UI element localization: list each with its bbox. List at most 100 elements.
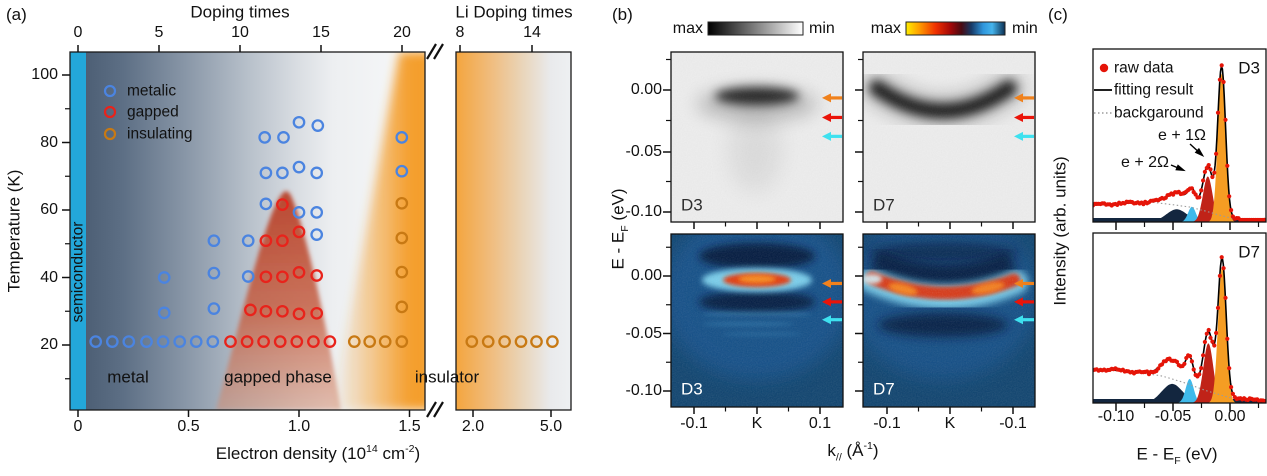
data-point-metalic	[140, 335, 153, 348]
c-legend-fitting-result: fitting result	[1114, 81, 1194, 99]
data-point-metalic	[276, 166, 289, 180]
data-point-metalic	[292, 160, 306, 174]
a-x-tick-label: 1.0	[287, 418, 311, 435]
data-point-insulating	[465, 335, 479, 348]
c-raw-data-D3	[1093, 63, 1266, 222]
b-y-tick-label: -0.05	[625, 324, 662, 342]
c-component-main-peak	[1093, 73, 1266, 222]
a-region-insulator: insulator	[414, 367, 480, 387]
band-marker-arrow	[1014, 131, 1023, 141]
c-raw-data-D7	[1093, 255, 1266, 403]
band-marker-arrow	[822, 93, 831, 103]
c-x-tick-label: -0.05	[1154, 408, 1192, 425]
b-colorbar-gray-min: min	[809, 20, 835, 37]
label-segment: (Å	[841, 440, 864, 460]
b-colorbar-gray-max: max	[672, 20, 703, 37]
data-point-metalic	[258, 131, 272, 144]
data-point-gapped	[310, 306, 324, 320]
label-segment: -2	[405, 443, 415, 456]
b-image-d7-top	[863, 52, 1035, 222]
data-point-metalic	[310, 206, 324, 219]
c-x-tick-label: 0.00	[1214, 408, 1246, 425]
a-semiconductor-bar	[70, 52, 86, 410]
a-region-metal: metal	[107, 367, 149, 387]
data-point-insulating	[395, 300, 409, 314]
data-point-metalic	[277, 131, 290, 144]
data-point-metalic	[207, 266, 221, 280]
label-segment: F	[618, 225, 631, 232]
band-marker-arrow	[822, 297, 831, 307]
band-marker-arrow	[822, 112, 831, 122]
label-segment: k	[827, 440, 836, 460]
c-annotation-e1omega: e + 1Ω	[1158, 127, 1206, 144]
data-point-gapped	[310, 269, 324, 282]
data-point-insulating	[530, 335, 543, 348]
band-marker-arrow	[1014, 93, 1023, 103]
a-y-tick-label: 100	[31, 66, 58, 83]
data-point-metalic	[241, 270, 255, 283]
label-segment: E - E	[608, 231, 628, 270]
b-colorbar-jet-max: max	[870, 20, 901, 37]
a-points-gapped	[224, 198, 337, 348]
c-legend-raw-data: raw data	[1114, 59, 1174, 77]
data-point-metalic	[395, 164, 409, 178]
data-point-insulating	[347, 335, 361, 348]
a-top-tick-label: 15	[312, 24, 330, 41]
data-point-metalic	[310, 228, 324, 241]
label-segment: 14	[366, 443, 378, 456]
a-top-tick-label: 10	[231, 24, 249, 41]
data-point-metalic	[207, 302, 221, 315]
data-point-gapped	[292, 225, 306, 239]
a-y-tick-label: 80	[40, 133, 58, 151]
data-point-gapped	[276, 304, 289, 318]
a-region-gapped-phase: gapped phase	[224, 367, 332, 387]
data-point-metalic	[241, 234, 255, 248]
a-points-metalic	[89, 115, 409, 348]
a-top-tick-label: 20	[393, 24, 411, 41]
b-x-axis-title: k// (Å-1)	[827, 441, 878, 463]
b-image-label-d7-top: D7	[873, 195, 895, 215]
data-point-gapped	[273, 335, 287, 348]
a-y-tick-label: 20	[40, 336, 58, 353]
b-image-label-d3-bottom: D3	[681, 379, 703, 399]
data-point-gapped	[257, 335, 270, 348]
data-point-insulating	[395, 335, 409, 348]
data-point-gapped	[276, 234, 289, 248]
data-point-gapped	[259, 270, 273, 284]
data-point-insulating	[546, 335, 559, 348]
b-y-tick-label: 0.00	[630, 81, 662, 98]
a-li-top-tick-label: 14	[523, 24, 541, 41]
a-points-insulating-li	[465, 335, 559, 348]
data-point-metalic	[189, 335, 203, 348]
b-d7-x-tick-label: -0.1	[873, 415, 901, 432]
b-d3-x-tick-label: K	[751, 415, 763, 432]
a-y-axis-title: Temperature (K)	[4, 169, 24, 293]
data-point-metalic	[395, 131, 409, 144]
b-y-tick-label: -0.10	[625, 382, 662, 399]
data-point-gapped	[292, 266, 306, 279]
c-legend-dot-symbol	[1099, 63, 1109, 73]
data-point-metalic	[157, 306, 171, 320]
label-segment: )	[872, 440, 879, 460]
data-point-gapped	[307, 335, 320, 348]
b-d3-x-tick-label: -0.1	[680, 415, 708, 432]
data-point-metalic	[292, 206, 306, 219]
c-plot-label-d3: D3	[1238, 58, 1260, 78]
data-point-metalic	[206, 335, 220, 348]
panel-c-tag: (c)	[1048, 5, 1068, 24]
label-segment: )	[414, 443, 421, 463]
a-x-axis-title: Electron density (1014 cm-2)	[216, 444, 420, 462]
b-image-d3-bottom	[671, 234, 843, 407]
label-segment: -1	[863, 440, 873, 453]
b-d7-x-tick-label: K	[944, 415, 956, 432]
b-colorbar-jet-min: min	[1012, 20, 1038, 37]
data-point-insulating	[395, 196, 409, 210]
c-x-axis-title: E - EF (eV)	[1136, 446, 1217, 467]
a-top-tick-label: 0	[73, 24, 83, 41]
panel-a-tag: (a)	[6, 5, 27, 24]
a-top-axis-title: Doping times	[190, 2, 290, 22]
data-point-gapped	[276, 198, 289, 211]
a-region-semiconductor: semiconductor	[69, 221, 87, 323]
a-li-x-tick-label: 2.0	[461, 418, 485, 435]
